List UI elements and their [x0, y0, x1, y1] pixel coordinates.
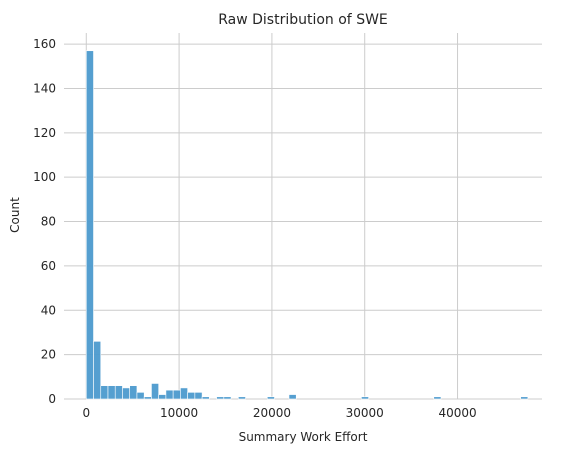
histogram-bar — [238, 396, 246, 400]
histogram-bar — [433, 396, 442, 400]
histogram-bar — [266, 396, 275, 400]
histogram-bar — [216, 396, 225, 400]
histogram-bar — [158, 394, 167, 400]
y-tick-label: 140 — [33, 81, 56, 95]
x-tick-label: 20000 — [253, 406, 291, 420]
grid-lines — [64, 33, 542, 400]
histogram-bar — [361, 396, 369, 400]
x-tick-label: 40000 — [438, 406, 476, 420]
x-tick-label: 0 — [82, 406, 90, 420]
histogram-bar — [114, 385, 123, 400]
histogram-bar — [180, 387, 188, 400]
histogram-bar — [165, 389, 174, 400]
y-tick-label: 80 — [41, 215, 56, 229]
histogram-bar — [136, 392, 145, 400]
x-axis-ticks: 0 10000 20000 30000 40000 — [82, 406, 476, 420]
histogram-bar — [223, 396, 232, 400]
y-tick-label: 0 — [48, 392, 56, 406]
histogram-bar — [93, 341, 102, 400]
x-tick-label: 30000 — [346, 406, 384, 420]
histogram-bars — [85, 50, 529, 400]
histogram-bar — [143, 396, 152, 400]
histogram-bar — [151, 383, 159, 400]
y-axis-ticks: 0 20 40 60 80 100 120 140 160 — [33, 37, 56, 406]
chart-title: Raw Distribution of SWE — [218, 12, 388, 28]
histogram-bar — [122, 387, 131, 400]
histogram-bar — [201, 396, 210, 400]
histogram-bar — [129, 385, 138, 400]
histogram-bar — [187, 392, 196, 400]
y-tick-label: 120 — [33, 126, 56, 140]
histogram-bar — [107, 385, 116, 400]
histogram-bar — [288, 394, 297, 400]
histogram-bar — [85, 50, 94, 400]
histogram-bar — [520, 396, 529, 400]
y-tick-label: 20 — [41, 348, 56, 362]
x-axis-label: Summary Work Effort — [239, 430, 368, 444]
y-tick-label: 100 — [33, 170, 56, 184]
y-tick-label: 60 — [41, 259, 56, 273]
x-tick-label: 10000 — [160, 406, 198, 420]
y-tick-label: 160 — [33, 37, 56, 51]
y-tick-label: 40 — [41, 303, 56, 317]
y-axis-label: Count — [8, 197, 22, 233]
histogram-bar — [172, 389, 181, 400]
histogram-bar — [100, 385, 109, 400]
histogram-bar — [194, 392, 203, 400]
